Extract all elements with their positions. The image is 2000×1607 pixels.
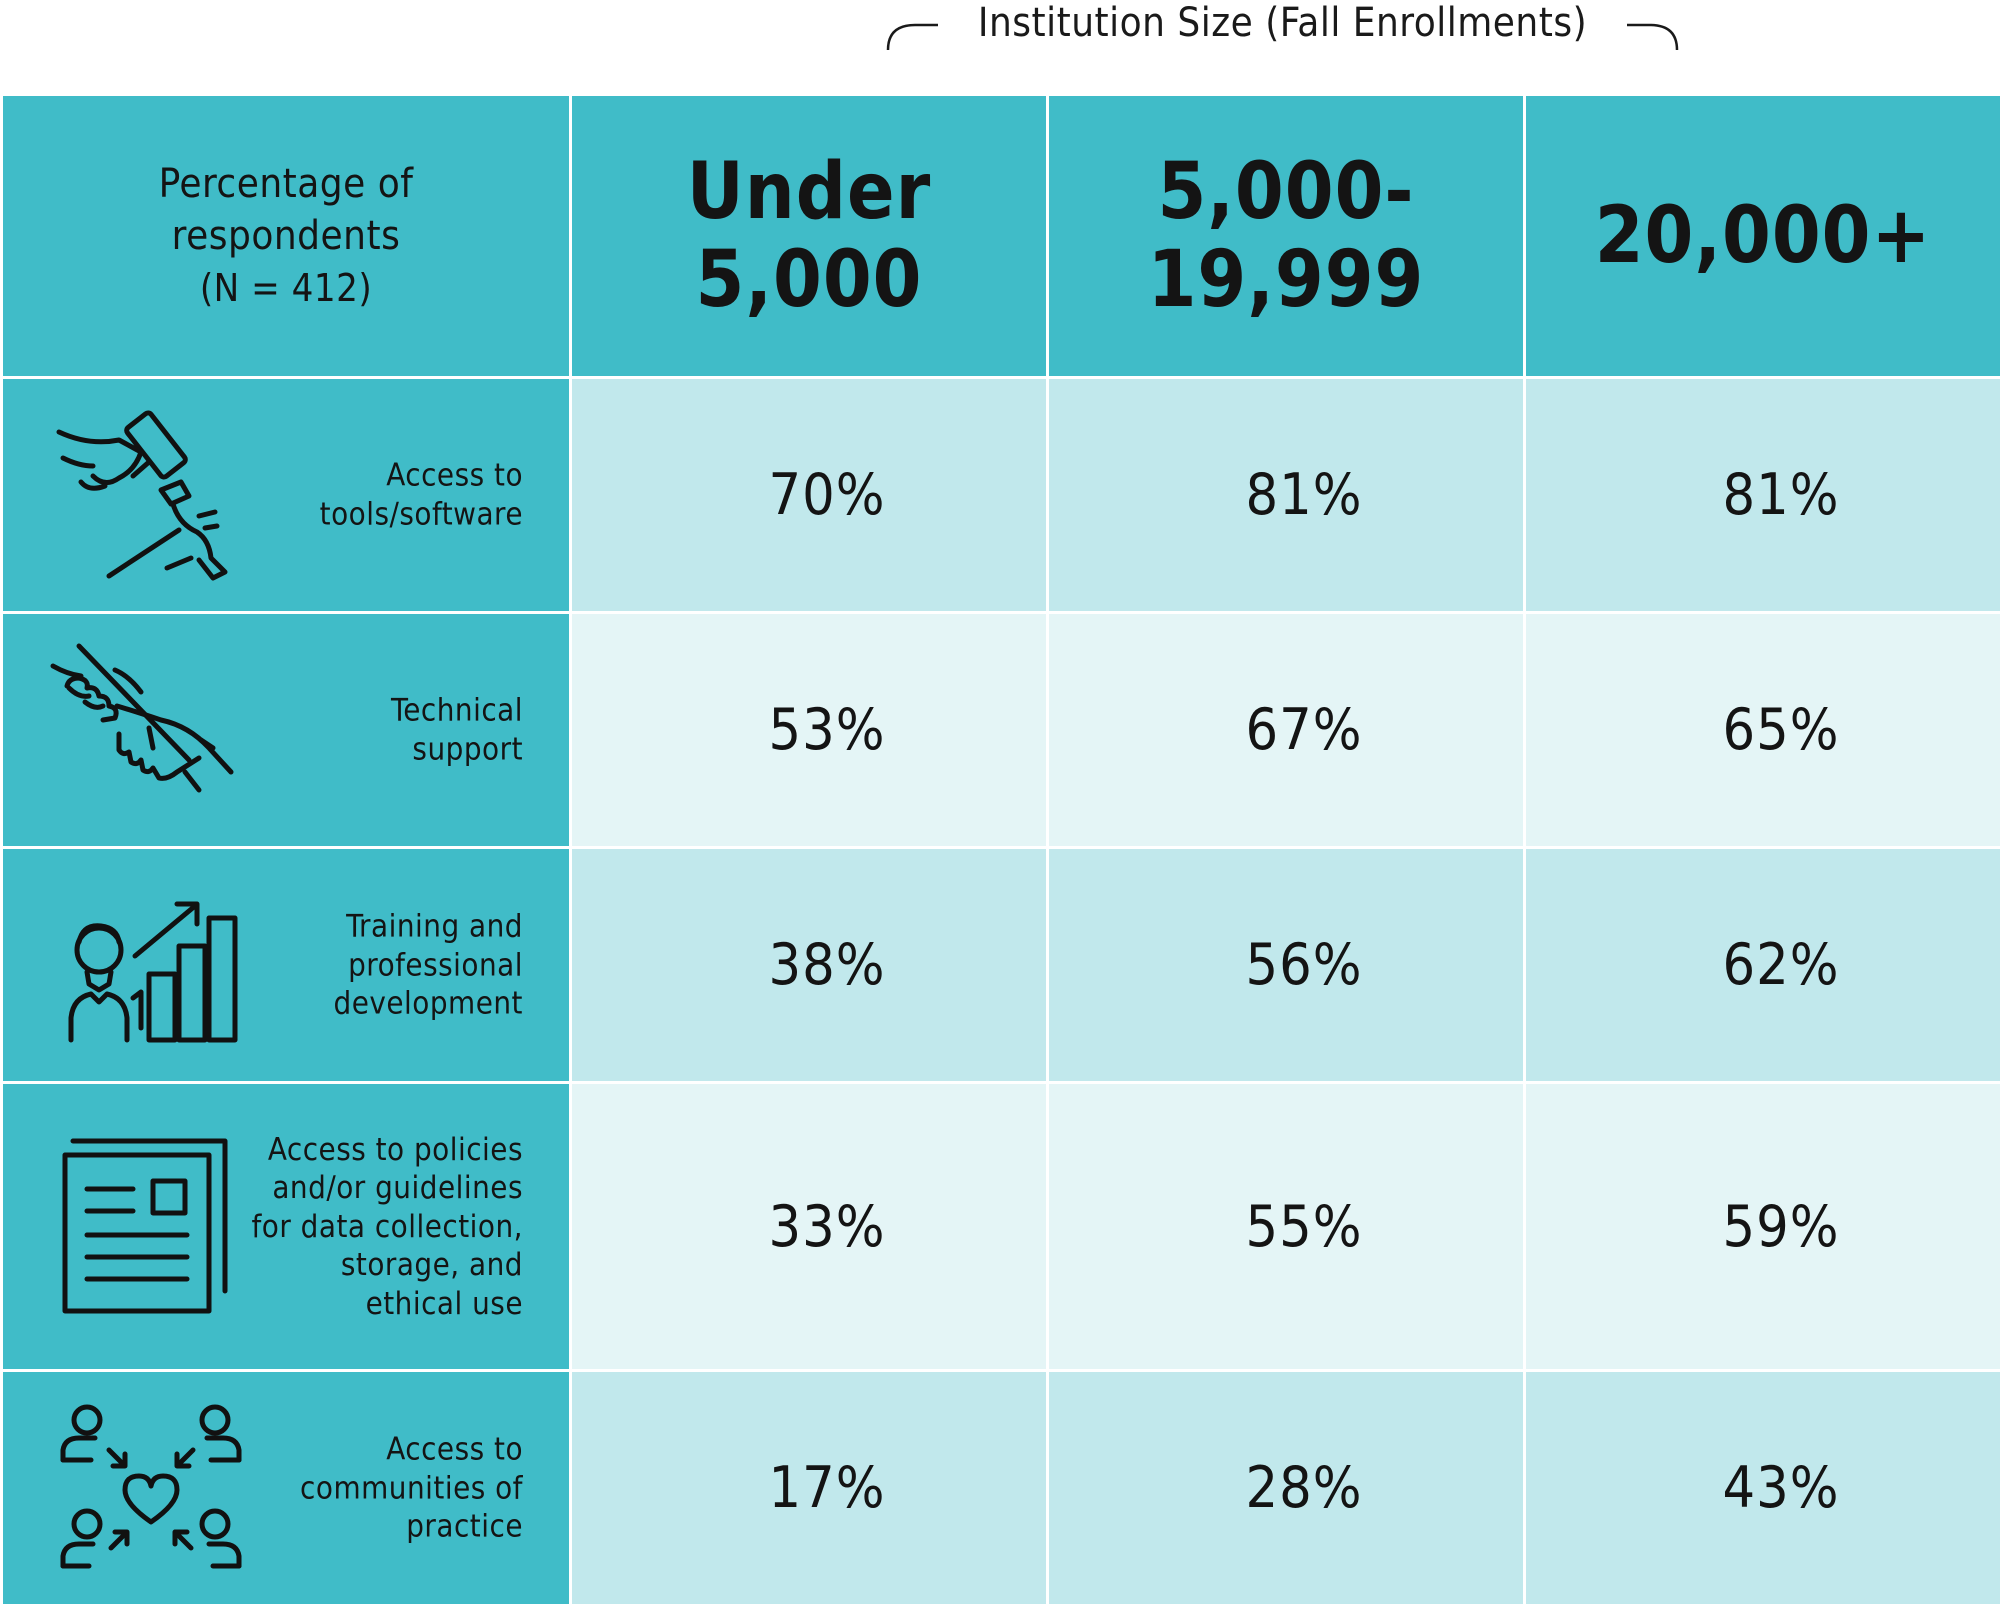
- data-label: 33%: [769, 1194, 886, 1260]
- value-cell: 59%: [1525, 1083, 2000, 1371]
- row-label-line: Access to: [320, 457, 523, 496]
- row-label-line: tools/software: [320, 495, 523, 534]
- group-header-label: Institution Size (Fall Enrollments): [880, 0, 1685, 46]
- data-label: 38%: [769, 932, 886, 998]
- data-label: 43%: [1723, 1455, 1840, 1521]
- column-header: 5,000- 19,999: [1048, 95, 1525, 378]
- table-row: Training and professional development 38…: [2, 848, 2000, 1083]
- row-label-line: ethical use: [251, 1284, 523, 1323]
- corner-label: Percentage of respondents (N = 412): [2, 95, 571, 378]
- row-label-line: for data collection,: [251, 1207, 523, 1246]
- value-cell: 70%: [571, 378, 1048, 613]
- column-header-line: 5,000: [572, 236, 1046, 324]
- value-cell: 67%: [1048, 613, 1525, 848]
- group-header: Institution Size (Fall Enrollments): [880, 0, 1685, 60]
- column-header-line: 19,999: [1049, 236, 1523, 324]
- row-label-cell: Access to communities of practice: [2, 1371, 571, 1606]
- data-label: 53%: [769, 697, 886, 763]
- hands-with-hammer-icon: [49, 400, 249, 590]
- data-label: 70%: [769, 462, 886, 528]
- row-label-line: communities of: [300, 1469, 523, 1508]
- sample-size-label: (N = 412): [3, 262, 569, 314]
- column-header-line: 5,000-: [1049, 148, 1523, 236]
- document-guidelines-icon: [49, 1137, 249, 1317]
- value-cell: 56%: [1048, 848, 1525, 1083]
- row-label-line: Access to policies: [251, 1130, 523, 1169]
- row-label-cell: Technical support: [2, 613, 571, 848]
- corner-label-line: Percentage of: [3, 158, 569, 210]
- data-label: 81%: [1723, 462, 1840, 528]
- value-cell: 28%: [1048, 1371, 1525, 1606]
- value-cell: 17%: [571, 1371, 1048, 1606]
- data-label: 28%: [1246, 1455, 1363, 1521]
- column-header: Under 5,000: [571, 95, 1048, 378]
- value-cell: 55%: [1048, 1083, 1525, 1371]
- row-label-line: storage, and: [251, 1246, 523, 1285]
- column-header: 20,000+: [1525, 95, 2000, 378]
- row-label-line: practice: [300, 1507, 523, 1546]
- corner-label-line: respondents: [3, 210, 569, 262]
- data-label: 55%: [1246, 1194, 1363, 1260]
- value-cell: 43%: [1525, 1371, 2000, 1606]
- table-row: Access to policies and/or guidelines for…: [2, 1083, 2000, 1371]
- value-cell: 81%: [1048, 378, 1525, 613]
- data-label: 59%: [1723, 1194, 1840, 1260]
- data-label: 81%: [1246, 462, 1363, 528]
- row-label-line: professional: [333, 946, 523, 985]
- person-growth-chart-icon: [49, 880, 249, 1050]
- row-label-line: Access to: [300, 1430, 523, 1469]
- table-row: Access to communities of practice 17% 28…: [2, 1371, 2000, 1606]
- value-cell: 38%: [571, 848, 1048, 1083]
- row-label-line: development: [333, 984, 523, 1023]
- data-label: 17%: [769, 1455, 886, 1521]
- value-cell: 33%: [571, 1083, 1048, 1371]
- value-cell: 62%: [1525, 848, 2000, 1083]
- row-label-line: support: [391, 730, 523, 769]
- value-cell: 81%: [1525, 378, 2000, 613]
- helping-hand-icon: [49, 640, 249, 820]
- row-label-line: Technical: [391, 692, 523, 731]
- row-label-cell: Training and professional development: [2, 848, 571, 1083]
- data-label: 67%: [1246, 697, 1363, 763]
- table-row: Access to tools/software 70% 81% 81%: [2, 378, 2000, 613]
- data-table: Percentage of respondents (N = 412) Unde…: [0, 93, 2000, 1607]
- data-label: 62%: [1723, 932, 1840, 998]
- row-label-cell: Access to policies and/or guidelines for…: [2, 1083, 571, 1371]
- value-cell: 53%: [571, 613, 1048, 848]
- value-cell: 65%: [1525, 613, 2000, 848]
- data-label: 65%: [1723, 697, 1840, 763]
- row-label-line: and/or guidelines: [251, 1169, 523, 1208]
- community-heart-icon: [49, 1398, 249, 1578]
- column-header-line: 20,000+: [1526, 192, 2000, 280]
- column-header-line: Under: [572, 148, 1046, 236]
- row-label-cell: Access to tools/software: [2, 378, 571, 613]
- table-row: Technical support 53% 67% 65%: [2, 613, 2000, 848]
- row-label-line: Training and: [333, 907, 523, 946]
- header-row: Percentage of respondents (N = 412) Unde…: [2, 95, 2000, 378]
- data-label: 56%: [1246, 932, 1363, 998]
